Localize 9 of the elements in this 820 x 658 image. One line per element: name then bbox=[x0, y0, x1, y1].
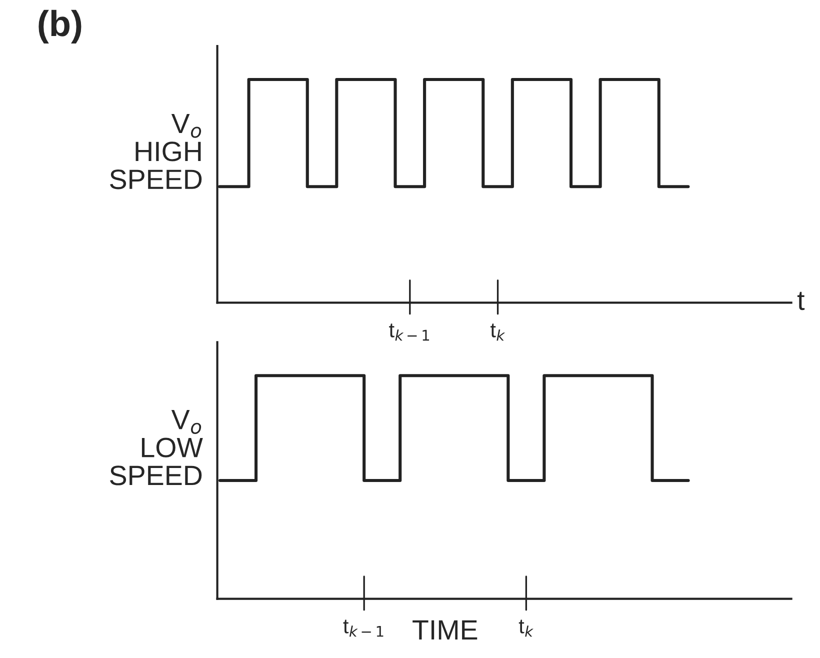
y-axis-title: V$_{o}$ LOW SPEED bbox=[110, 410, 203, 486]
x-tick-label: t$_{k−1}$ bbox=[343, 620, 384, 637]
x-axis-title: TIME bbox=[412, 620, 478, 640]
x-tick-label: t$_{k−1}$ bbox=[389, 324, 430, 341]
x-tick-label: t$_{k}$ bbox=[518, 620, 534, 637]
y-axis-title: V$_{o}$ HIGH SPEED bbox=[110, 114, 202, 190]
x-tick-label: t$_{k}$ bbox=[490, 324, 506, 341]
x-axis-title: t bbox=[797, 292, 805, 310]
chart-title: (b) bbox=[38, 10, 82, 44]
